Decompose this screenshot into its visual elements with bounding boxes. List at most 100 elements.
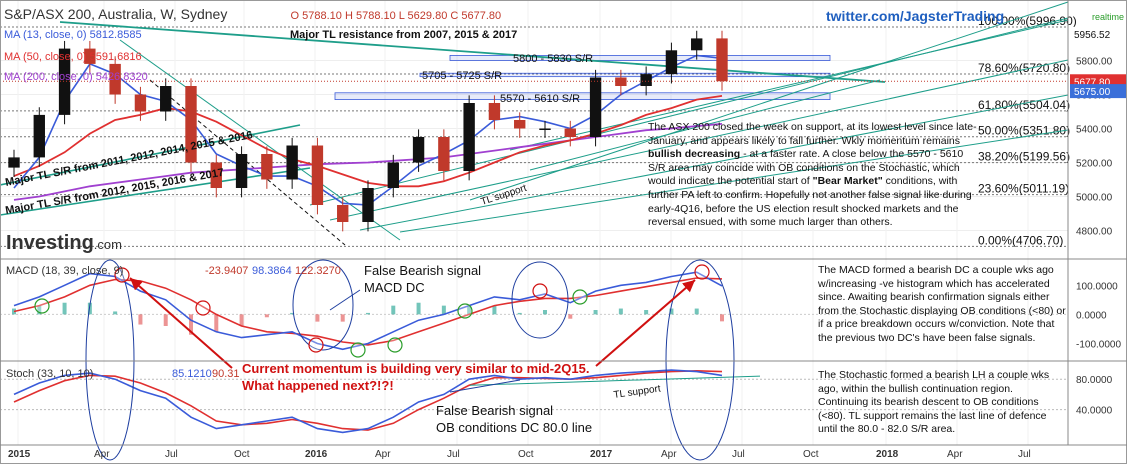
macd-hist-bar [163,314,168,326]
ellipse-current [665,259,735,461]
channel-line [509,19,1069,151]
stoch-commentary: The Stochastic formed a bearish LH a cou… [818,369,1050,436]
time-tick-label: Apr [375,449,391,460]
macd-hist-bar [669,308,674,315]
ma50-line [13,95,723,188]
candle-body [615,77,627,86]
major-tl-2011 [0,124,301,186]
candle-body [337,205,349,222]
time-tick-label: 2016 [305,449,328,460]
header-bar: S&P/ASX 200, Australia, W, Sydney O 5788… [4,6,501,22]
macd-hist-bar [416,302,421,315]
candle-body [463,103,475,171]
signal-circle [694,264,710,280]
channel-line [329,59,1069,221]
candle-body [109,63,121,95]
macd-hist-bar [593,310,598,315]
label-ob-conditions: OB conditions DC 80.0 line [436,420,592,435]
signal-circle [387,337,403,353]
time-tick-label: 2015 [8,449,31,460]
candle-body [716,38,728,82]
price-tag-top: 5956.52 [1074,30,1111,41]
candle-body [640,74,652,86]
time-tick-label: Oct [234,449,250,460]
label-sr-5570: 5570 - 5610 S/R [500,93,580,105]
signal-circle [308,337,324,353]
stoch-tick-label: 80.0000 [1076,375,1113,386]
arrow-false-macd [329,289,361,311]
candle-body [33,114,45,158]
candle-body [589,77,602,137]
price-tick-label: 5200.00 [1076,159,1113,170]
stoch-label: Stoch (33, 10, 10) [6,368,93,380]
price-tick-label: 5400.00 [1076,125,1113,136]
logo-text: Investing [6,232,94,254]
macd-hist-bar [467,305,472,315]
time-tick-label: Jul [1018,449,1031,460]
candle-body [160,86,172,112]
candle-body [438,137,450,171]
fibonacci-levels: 100.00%(5996.90) 78.60%(5720.80) 61.80%(55… [0,14,1077,247]
trendlines [0,1,1069,246]
macd-hist-bar [492,305,497,315]
price-tag-support-bg [1070,84,1126,99]
stoch-value-2: 90.31 [212,368,240,380]
twitter-handle[interactable]: twitter.com/JagsterTrading [826,8,1005,24]
macd-hist-bar [290,312,295,315]
candle-body [210,162,222,188]
macd-commentary: The MACD formed a bearish DC a couple wk… [818,264,1066,344]
macd-tick-label: -100.0000 [1076,339,1121,350]
time-tick-label: Jul [447,449,460,460]
candle-body [58,48,71,115]
candle-body [564,128,576,137]
time-tick-label: Oct [803,449,819,460]
time-tick-label: Oct [518,449,534,460]
fib-label: 78.60%(5720.80) [978,61,1070,75]
arrow-current [595,279,696,367]
candle-body [362,188,374,222]
candle-body [488,103,501,120]
label-sr-5705: 5705 - 5725 S/R [422,70,502,82]
macd-hist-bar [694,308,699,315]
fib-label: 23.60%(5011.19) [978,182,1069,196]
candle-body [539,128,551,130]
ellipse-false-macd [292,259,354,351]
candle-body [235,154,248,188]
time-tick-label: 2017 [590,449,613,460]
candle-body [514,120,526,129]
realtime-label: realtime [1092,12,1124,22]
macd-hist-bar [189,314,193,335]
ma13-legend: MA (13, close, 0) 5812.8585 [4,29,142,41]
price-tick-label: 5800.00 [1076,57,1113,68]
signal-circle [114,267,130,283]
arrow-false-stoch [449,379,521,393]
candle-body [8,157,20,168]
candlesticks [0,30,1068,232]
candle-body [665,50,678,75]
label-what-next: What happened next?!?! [242,378,394,393]
price-tag-support: 5675.00 [1074,87,1111,98]
arrow-2q15 [129,277,233,369]
stoch-panel [0,369,1068,434]
macd-value-1: -23.9407 [205,265,248,277]
signal-circle [457,303,473,319]
candle-body [185,86,197,163]
signal-circle [34,298,50,314]
fib-label: 0.00%(4706.70) [978,233,1063,247]
decline-line [119,39,401,241]
macd-hist-bar [239,314,244,326]
channel-line [399,129,1069,233]
fib-label: 38.20%(5199.56) [978,150,1070,164]
macd-hist-bar [366,312,370,315]
sr-zone-5570 [334,92,831,101]
price-tag-close: 5677.80 [1074,77,1111,88]
dashed-decline [149,79,346,246]
candle-body [387,162,399,188]
price-commentary: The ASX 200 closed the week on support, … [648,121,977,229]
candle-body [261,154,273,180]
macd-hist-bar [264,314,269,318]
label-macd-dc: MACD DC [364,280,425,295]
macd-hist-bar [340,314,345,322]
